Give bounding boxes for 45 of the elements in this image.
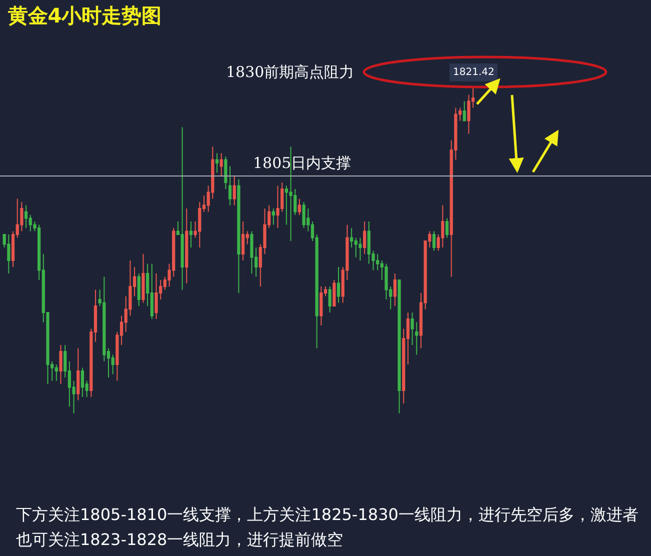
candlestick [358,237,362,262]
candlestick [328,286,332,314]
candlestick [24,204,28,229]
candlestick [276,185,280,229]
candlestick [445,218,449,238]
candlestick [224,156,228,190]
candlestick [415,322,418,356]
candlestick [189,221,193,248]
candlestick [142,254,145,304]
candlestick [302,202,306,229]
candlestick [237,178,240,294]
candlestick [180,126,184,290]
candlestick [410,312,414,346]
candlestick [398,280,401,414]
candlestick [462,100,466,122]
candlestick [432,230,436,252]
candlestick [298,198,302,216]
text: 1821.42 [453,67,494,78]
candlestick [150,263,154,320]
candlestick [54,364,58,382]
candlestick [272,208,275,226]
candlestick [232,176,236,206]
candlestick [336,266,340,304]
candlestick [80,367,84,398]
candlestick [332,280,336,307]
candlestick [185,208,188,284]
ref-line-label: 1805日内支撑 [253,154,352,172]
text: 1830前期高点阻力 [226,63,354,81]
text: 下方关注1805-1810一线支撑，上方关注1825-1830一线阻力，进行先空后多，激进者也可关注1823-1828一线阻力，进行提前做空 [16,504,640,551]
candlestick [59,344,62,385]
chart-title: 黄金4小时走势图 [6,3,162,28]
candlestick [441,204,444,248]
candlestick [76,348,80,401]
candlestick [7,234,10,274]
candlestick [220,152,223,177]
candlestick [289,146,292,242]
candlestick [250,230,254,274]
candlestick [393,273,396,307]
candlestick [154,273,158,320]
candlestick [363,221,366,255]
candlestick [320,286,323,326]
candlestick [215,152,219,174]
candlestick [228,166,232,206]
candlestick [137,273,140,307]
candlestick [241,221,245,262]
